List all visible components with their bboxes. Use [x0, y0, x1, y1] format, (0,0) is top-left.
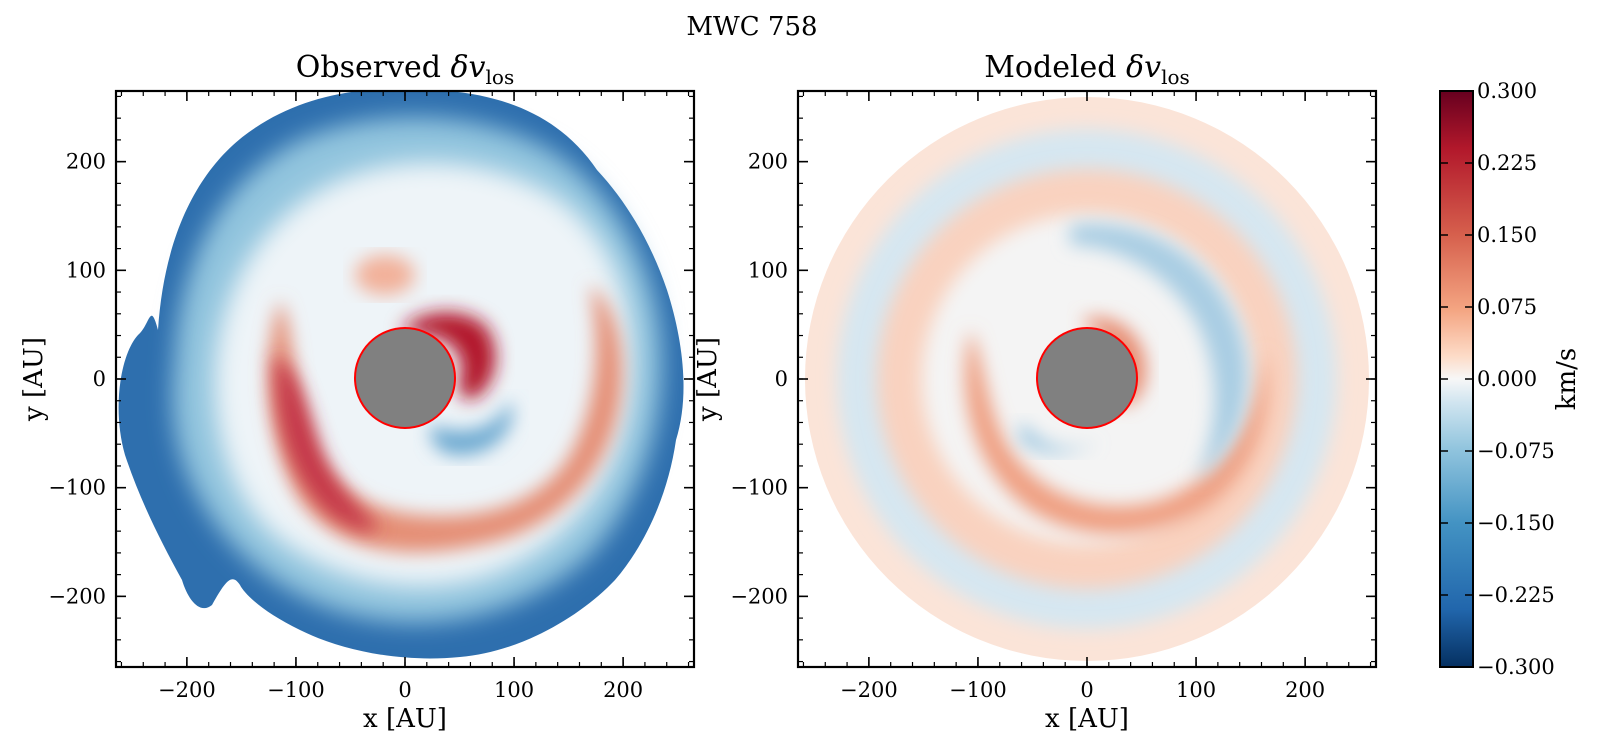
- modeled-ytick-label: 200: [748, 150, 788, 174]
- colorbar-tick-label: 0.075: [1477, 295, 1537, 319]
- panel-modeled: Modeled δvlos −200 −100 0 100 200 −200 −100 0 10…: [693, 50, 1378, 734]
- modeled-xtick-label: 100: [1176, 678, 1216, 702]
- observed-spiral-arm-1-core: [274, 355, 380, 532]
- colorbar-tick-label: −0.075: [1477, 439, 1555, 463]
- colorbar-tick-label: −0.225: [1477, 583, 1555, 607]
- observed-xtick-label: 100: [494, 678, 534, 702]
- figure-suptitle: MWC 758: [686, 12, 817, 42]
- observed-ytick-label: 0: [93, 367, 106, 391]
- modeled-ytick-label: −200: [730, 584, 788, 608]
- modeled-ytick-label: 100: [748, 258, 788, 282]
- modeled-ytick-label: 0: [775, 367, 788, 391]
- colorbar-tick-label: 0.225: [1477, 151, 1537, 175]
- observed-heatmap: [118, 91, 684, 659]
- colorbar: 0.300 0.225 0.150 0.075 0.000 −0.075 −0.150 −0.…: [1439, 79, 1582, 679]
- observed-ytick-label: 200: [66, 150, 106, 174]
- colorbar-tick-label: 0.150: [1477, 223, 1537, 247]
- modeled-blue-arm: [1070, 223, 1248, 480]
- observed-ytick-label: −100: [48, 476, 106, 500]
- observed-xtick-label: −200: [158, 678, 216, 702]
- modeled-spiral-arm-1: [965, 330, 1268, 534]
- observed-ticks: −200 −100 0 100 200 −200 −100 0 100 200: [48, 91, 694, 702]
- colorbar-tick-label: −0.300: [1477, 655, 1555, 679]
- modeled-ticks: −200 −100 0 100 200 −200 −100 0 100 200: [730, 91, 1376, 702]
- observed-ytick-label: −200: [48, 584, 106, 608]
- modeled-blue-arm-inner: [1020, 420, 1100, 454]
- observed-xlabel: x [AU]: [363, 704, 447, 734]
- observed-xtick-label: 200: [603, 678, 643, 702]
- colorbar-tick-label: 0.300: [1477, 79, 1537, 103]
- panel-observed-title: Observed δvlos: [296, 50, 514, 89]
- observed-blue-arc: [430, 400, 513, 455]
- colorbar-tick-label: 0.000: [1477, 367, 1537, 391]
- observed-ylabel: y [AU]: [19, 337, 49, 422]
- panel-observed: Observed δvlos −200 −100 0 100 200 −200 −100 0 1…: [19, 50, 696, 734]
- panel-modeled-title: Modeled δvlos: [984, 50, 1190, 89]
- modeled-xtick-label: −200: [840, 678, 898, 702]
- modeled-xlabel: x [AU]: [1045, 704, 1129, 734]
- observed-xtick-label: 0: [398, 678, 411, 702]
- modeled-ytick-label: −100: [730, 476, 788, 500]
- colorbar-ticks: 0.300 0.225 0.150 0.075 0.000 −0.075 −0.150 −0.…: [1440, 79, 1555, 679]
- observed-xtick-label: −100: [267, 678, 325, 702]
- modeled-xtick-label: 200: [1285, 678, 1325, 702]
- modeled-central-mask: [1036, 327, 1138, 429]
- modeled-xtick-label: −100: [949, 678, 1007, 702]
- modeled-heatmap: [805, 97, 1369, 661]
- modeled-xtick-label: 0: [1080, 678, 1093, 702]
- observed-central-mask: [354, 327, 456, 429]
- colorbar-label: km/s: [1552, 348, 1582, 411]
- observed-blob-upper: [355, 255, 415, 295]
- colorbar-tick-label: −0.150: [1477, 511, 1555, 535]
- modeled-ylabel: y [AU]: [693, 337, 723, 422]
- observed-ytick-label: 100: [66, 258, 106, 282]
